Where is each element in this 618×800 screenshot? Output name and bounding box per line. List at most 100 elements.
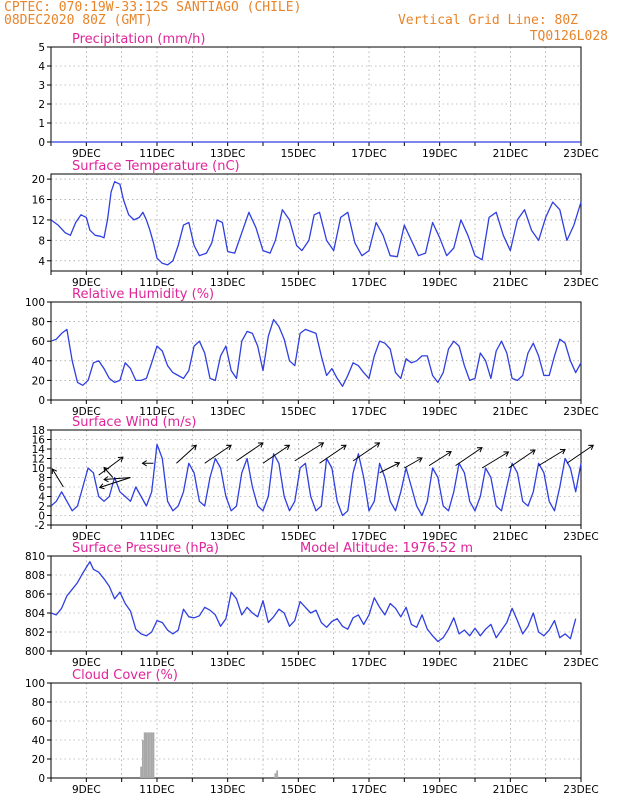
x-tick-label: 11DEC [139,784,174,796]
wind-vector [98,477,131,490]
wind-vector-head [394,461,401,468]
x-tick-label: 13DEC [210,406,245,418]
x-tick-label: 9DEC [72,406,101,418]
y-tick-label: 6 [38,482,45,494]
panel-title: Surface Wind (m/s) [72,415,196,430]
y-tick-label: 810 [25,551,45,563]
y-tick-label: 16 [32,435,46,447]
y-tick-label: 2 [38,501,45,513]
panel-title: Precipitation (mm/h) [72,32,205,47]
wind-vector-shaft [455,447,483,467]
wind-vector-head [226,444,232,451]
y-tick-label: 8 [38,235,45,247]
panel-title: Relative Humidity (%) [72,287,214,302]
x-tick-label: 19DEC [422,784,457,796]
wind-vector-head [318,442,325,448]
y-tick-label: 800 [25,646,45,658]
x-tick-label: 13DEC [210,531,245,543]
wind-vector [103,476,131,483]
wind-vector [566,444,595,464]
wind-vector-head [141,460,147,467]
cloud-bar [150,732,153,778]
wind-vector-shaft [428,451,452,467]
wind-vector-head [191,444,197,451]
wind-vector [98,456,124,476]
x-tick-label: 9DEC [72,148,101,160]
x-tick-label: 19DEC [422,277,457,289]
x-tick-label: 15DEC [281,148,316,160]
wind-vector-head [416,457,423,463]
x-tick-label: 13DEC [210,277,245,289]
y-tick-label: 4 [38,61,45,73]
x-tick-label: 19DEC [422,657,457,669]
x-tick-label: 13DEC [210,784,245,796]
wind-vector-head [588,444,595,451]
wind-vector-shaft [294,442,324,462]
wind-vector-head [51,468,58,475]
x-tick-label: 17DEC [351,657,386,669]
wind-vector-shaft [236,442,264,462]
x-tick-label: 11DEC [139,657,174,669]
x-tick-label: 11DEC [139,531,174,543]
wind-vector-head [559,449,566,455]
wind-vector-shaft [104,477,131,480]
y-tick-label: 12 [32,215,45,227]
wind-vector [294,442,325,462]
series-line [50,318,582,387]
y-tick-label: 2 [38,99,45,111]
x-tick-label: 21DEC [493,784,528,796]
cloud-bar [274,773,277,778]
wind-vector-head [284,444,291,451]
wind-vector [103,466,114,478]
x-tick-label: 17DEC [351,784,386,796]
y-tick-label: 4 [38,256,45,268]
x-tick-label: 11DEC [139,277,174,289]
wind-vector-shaft [176,444,197,464]
y-tick-label: 5 [38,42,45,54]
y-tick-label: 3 [38,80,45,92]
wind-vector-shaft [538,449,566,467]
cloud-bar [147,732,150,778]
y-tick-label: -2 [35,520,45,532]
x-tick-label: 15DEC [281,277,316,289]
wind-vector-head [446,451,452,457]
panel-annotation: Model Altitude: 1976.52 m [300,541,473,556]
y-tick-label: 0 [38,773,45,785]
x-tick-label: 9DEC [72,277,101,289]
x-tick-label: 13DEC [210,657,245,669]
y-tick-label: 20 [32,754,45,766]
wind-vector [262,444,291,464]
x-tick-label: 9DEC [72,657,101,669]
wind-vector-head [257,442,264,448]
x-tick-label: 9DEC [72,531,101,543]
y-tick-label: 16 [32,195,46,207]
y-tick-label: 0 [38,511,45,523]
wind-vector-shaft [204,444,232,464]
y-tick-label: 18 [32,425,45,437]
wind-vector-head [529,449,536,455]
wind-vector-shaft [98,456,124,476]
wind-vector-shaft [352,442,380,462]
wind-vector-head [476,447,483,453]
wind-vector-shaft [103,467,114,478]
plot-frame [50,682,582,779]
header-station: CPTEC: 070:19W-33:12S SANTIAGO (CHILE) [4,0,301,15]
panel-cloud: 0 20 40 60 80 100 9DEC 11DEC 13DEC 15DEC 17DEC 19DE… [25,668,599,796]
plot-frame [50,46,582,143]
x-tick-label: 23DEC [563,531,598,543]
x-tick-label: 11DEC [139,406,174,418]
y-tick-label: 40 [32,735,45,747]
wind-vector [428,451,452,467]
cloud-bar [141,740,144,778]
wind-vector [141,460,154,467]
x-tick-label: 21DEC [493,657,528,669]
wind-vector-shaft [319,444,347,464]
panel-rh: 0 20 40 60 80 100 9DEC 11DEC 13DEC 15DEC 17DEC 19DE… [25,287,599,418]
wind-vector-head [340,444,347,451]
plot-frame [50,555,582,652]
series-line [50,561,577,643]
x-tick-label: 19DEC [422,406,457,418]
